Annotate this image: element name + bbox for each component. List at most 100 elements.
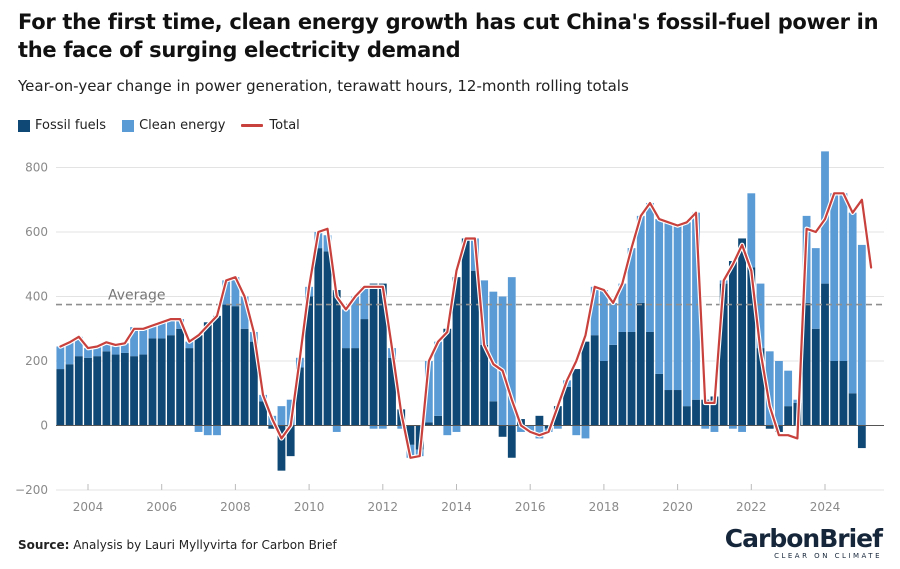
clean-bar [240,296,249,329]
fossil-bar [655,373,664,426]
x-tick-label: 2016 [515,500,546,514]
total-line [59,192,873,459]
fossil-bar [120,352,129,426]
fossil-bar [646,331,654,426]
clean-bar [480,280,489,345]
fossil-bar [378,283,387,426]
fossil-bar [563,386,571,426]
clean-bar [756,283,765,349]
clean-bar [599,290,608,361]
fossil-bar [535,415,544,426]
fossil-bar [314,248,323,426]
clean-bar [489,291,498,402]
legend-swatch-fossil [18,119,30,132]
fossil-bar [719,283,728,426]
clean-bar [627,248,636,332]
fossil-bar [664,390,673,426]
clean-bar [830,193,839,361]
clean-bar [507,277,516,426]
clean-bar [443,425,452,436]
fossil-bar [811,328,820,426]
fossil-bar [857,425,866,449]
clean-bar [185,341,194,349]
fossil-bar [240,328,249,426]
clean-bar [664,222,673,391]
clean-bar [139,328,148,355]
fossil-bar [802,302,811,426]
fossil-bar [692,399,700,426]
fossil-bar [286,425,295,457]
bar-chart: 800 600 400 200 0 −200 Average 2004 2006 2008 2010… [15,151,884,514]
fossil-bar [480,344,489,426]
clean-bar [65,341,74,365]
clean-bar [452,425,461,432]
fossil-bar [342,348,350,426]
clean-bar [102,341,111,352]
clean-bar [728,425,737,429]
fossil-bar [848,393,857,426]
clean-bar [784,370,793,407]
fossil-bar [839,361,848,426]
clean-bar [498,296,507,426]
clean-bar [194,425,203,432]
clean-bar [369,425,378,429]
fossil-bar [443,328,452,426]
fossil-bar [84,357,92,426]
fossil-bar [249,341,258,426]
clean-bar [857,244,866,426]
logo-tagline: CLEAR ON CLIMATE [774,552,882,560]
fossil-bar [102,351,111,426]
clean-bar [646,202,654,332]
fossil-bar [295,367,304,426]
fossil-bar [167,335,175,426]
legend-swatch-total [241,124,264,127]
fossil-bar [784,406,793,426]
clean-bar [378,425,387,429]
fossil-bar [65,364,74,426]
fossil-bar [738,238,746,426]
bars [56,151,866,471]
clean-bar [747,193,756,268]
clean-bar [526,425,535,432]
clean-bar [157,322,166,339]
clean-bar [277,406,286,426]
clean-bar [839,193,848,361]
clean-bar [553,425,562,429]
fossil-bar [369,283,378,426]
fossil-bar [388,357,396,426]
legend-item-fossil: Fossil fuels [18,118,106,133]
clean-bar [213,425,221,436]
fossil-bar [701,399,710,426]
clean-bar [738,425,746,432]
x-tick-label: 2012 [368,500,399,514]
fossil-bar [203,322,212,426]
legend-item-clean: Clean energy [122,118,225,133]
fossil-bar [424,422,433,426]
clean-bar [130,327,138,357]
clean-bar [535,425,544,439]
fossil-bar [74,356,83,426]
fossil-bar [93,356,102,426]
clean-bar [424,361,433,423]
clean-bar [203,425,212,436]
clean-bar [120,343,129,353]
fossil-bar [130,356,138,426]
clean-bar [111,344,120,355]
x-tick-label: 2006 [146,500,177,514]
fossil-bar [406,425,415,445]
clean-bar [74,336,83,357]
source-text: Analysis by Lauri Myllyvirta for Carbon … [69,538,337,552]
fossil-bar [599,361,608,426]
fossil-bar [507,425,516,458]
y-tick-label: 0 [40,419,48,433]
fossil-bar [821,283,829,426]
fossil-bar [332,290,341,426]
clean-bar [360,286,369,320]
x-tick-label: 2010 [294,500,325,514]
chart-subtitle: Year-on-year change in power generation,… [18,77,629,95]
fossil-bar [56,369,65,426]
fossil-bar [728,261,737,426]
fossil-bar [360,319,369,426]
fossil-bar [627,331,636,426]
fossil-bar [323,251,332,426]
